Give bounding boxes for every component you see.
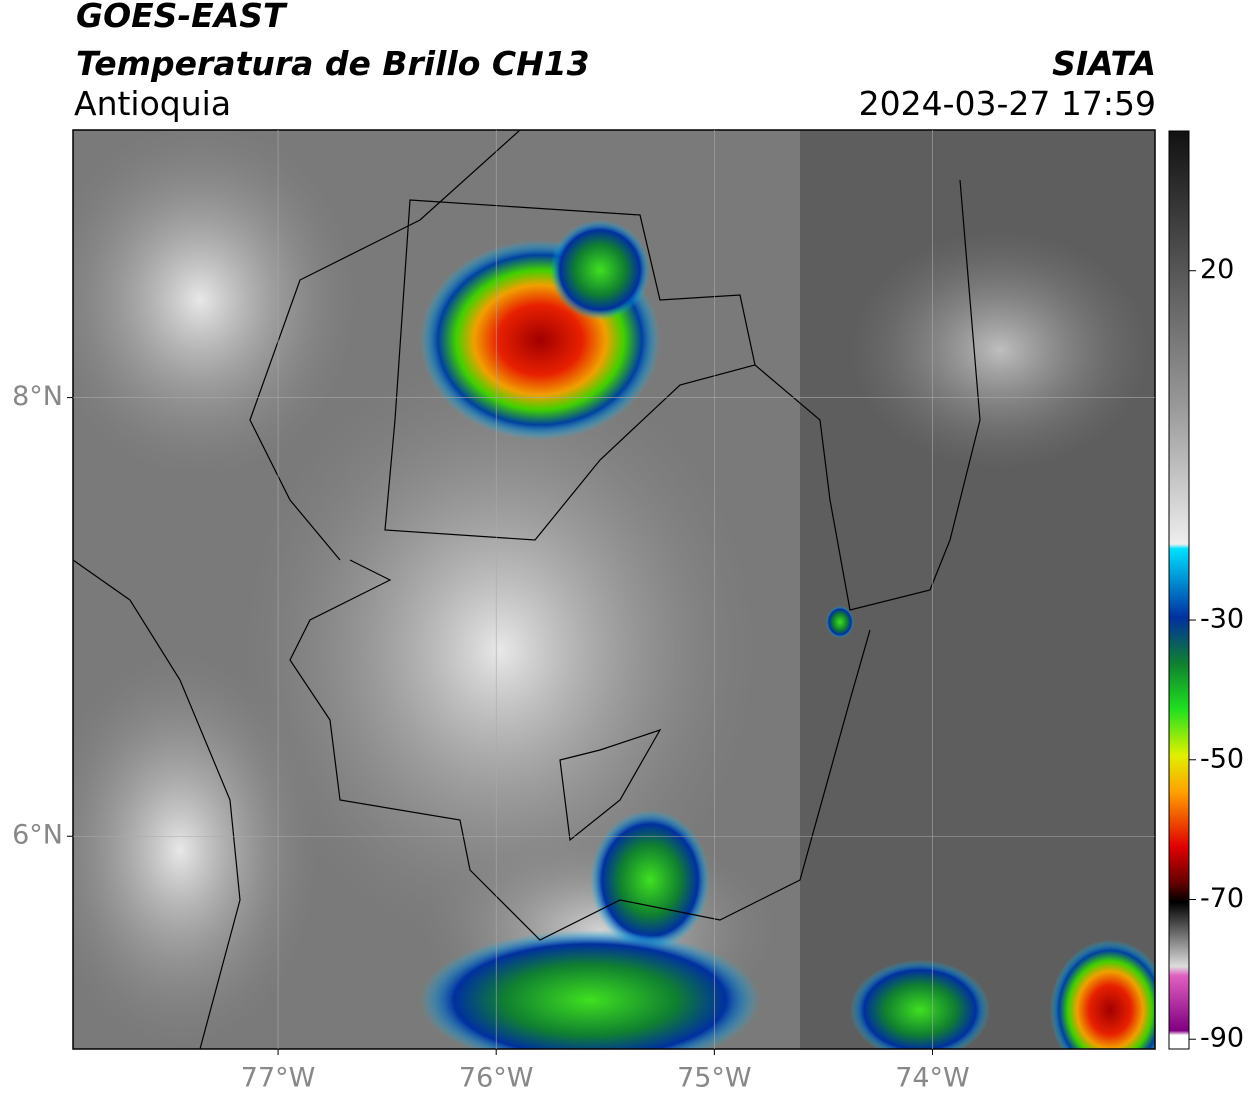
colorbar-tick-label: -90 [1200, 1023, 1244, 1054]
product: Temperatura de Brillo CH13 [76, 44, 590, 83]
colorbar [1168, 130, 1190, 1050]
imagery [73, 130, 1155, 1049]
colorbar-tick-label: -50 [1200, 743, 1244, 774]
colorbar-tick-label: 20 [1200, 254, 1234, 285]
map-frame [72, 129, 1156, 1050]
satellite: GOES-EAST [76, 0, 286, 35]
datetime: 2024-03-27 17:59 [858, 84, 1156, 123]
colorbar-tick-label: -30 [1200, 604, 1244, 635]
x-tick-label: 75°W [677, 1063, 752, 1094]
agency: SIATA [1052, 44, 1156, 83]
colorbar-tick-label: -70 [1200, 883, 1244, 914]
region: Antioquia [74, 84, 232, 123]
x-tick-label: 76°W [459, 1063, 534, 1094]
y-tick-label: 6°N [12, 820, 63, 851]
x-tick-label: 74°W [895, 1063, 970, 1094]
x-tick-label: 77°W [241, 1063, 316, 1094]
y-tick-label: 8°N [12, 381, 63, 412]
